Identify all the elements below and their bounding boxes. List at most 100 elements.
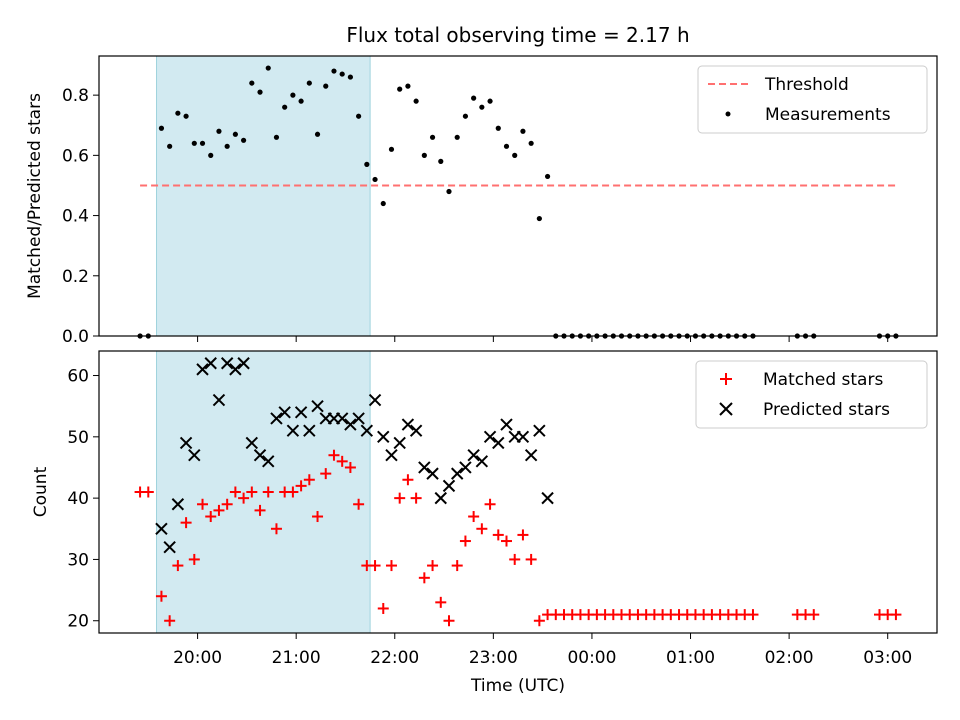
predicted-point <box>262 455 275 468</box>
measurement-point <box>479 104 485 110</box>
measurement-point <box>364 161 370 167</box>
matched-point <box>303 474 315 486</box>
x-tick-label: 20:00 <box>173 648 222 668</box>
matched-point <box>295 480 307 492</box>
x-tick: 21:00 <box>272 633 321 668</box>
measurements-legend-label: Measurements <box>765 105 891 125</box>
matched-point <box>500 535 512 547</box>
predicted-point <box>212 393 226 407</box>
predicted-point <box>368 393 382 407</box>
measurement-point <box>421 152 427 158</box>
matched-point <box>213 504 225 516</box>
matched-point <box>808 609 820 621</box>
y-tick-label: 20 <box>67 612 89 632</box>
measurement-point <box>290 92 296 98</box>
predicted-point <box>541 491 554 505</box>
measurement-point <box>323 83 329 89</box>
bottom-y-ticks: 20 30 40 50 60 <box>67 367 99 632</box>
x-tick-label: 22:00 <box>370 648 419 668</box>
top-legend: Threshold Measurements <box>697 65 928 134</box>
measurement-point <box>495 125 501 131</box>
y-tick-label: 30 <box>67 550 89 570</box>
predicted-point <box>450 467 464 480</box>
measurement-point <box>306 80 312 86</box>
matched-stars-points <box>134 449 902 627</box>
predicted-point <box>533 424 546 437</box>
y-tick: 20 <box>67 612 99 632</box>
measurement-point <box>380 200 386 207</box>
measurement-point <box>331 68 337 74</box>
measurement-point <box>224 143 230 149</box>
matched-point <box>394 492 406 504</box>
y-tick-label: 0.6 <box>62 146 89 166</box>
top-legend-box <box>697 65 928 134</box>
matched-point <box>246 486 258 498</box>
measurement-point <box>512 152 518 158</box>
y-tick: 30 <box>67 550 99 570</box>
matched-legend-label: Matched stars <box>763 370 883 390</box>
matched-point <box>205 511 217 523</box>
matched-point <box>385 560 397 572</box>
predicted-point <box>229 363 242 376</box>
measurement-point <box>536 215 542 222</box>
measurement-point <box>388 146 395 152</box>
matched-point <box>443 615 455 627</box>
x-tick-label: 02:00 <box>765 648 814 668</box>
matched-point <box>229 486 241 498</box>
matched-point <box>353 498 365 510</box>
y-tick: 0.2 <box>62 267 99 287</box>
predicted-legend-swatch <box>719 402 733 416</box>
x-tick: 23:00 <box>469 633 518 668</box>
measurement-point <box>503 143 510 149</box>
predicted-point <box>311 399 324 413</box>
x-tick: 01:00 <box>666 633 715 668</box>
predicted-legend-label: Predicted stars <box>763 400 890 420</box>
measurement-point <box>397 86 403 92</box>
y-tick: 0.8 <box>62 86 99 106</box>
bottom-y-axis-label: Count <box>31 466 51 517</box>
predicted-point <box>303 424 316 437</box>
matched-point <box>492 529 504 541</box>
matched-point <box>890 609 902 621</box>
predicted-point <box>294 406 308 419</box>
matched-point <box>142 486 154 498</box>
highlight-interval <box>156 55 371 337</box>
predicted-point <box>516 430 530 444</box>
y-tick-label: 50 <box>67 428 89 448</box>
matched-point <box>468 511 480 523</box>
matched-point <box>155 590 167 602</box>
bottom-panel: 20 30 40 50 60 20:00 21:00 22:00 23:00 00:00 01:0… <box>31 350 938 696</box>
measurement-point <box>544 173 551 180</box>
predicted-point <box>442 479 456 493</box>
predicted-point <box>524 449 538 462</box>
predicted-point <box>409 424 423 437</box>
measurement-point <box>487 98 493 104</box>
matched-point <box>320 468 332 480</box>
x-tick: 02:00 <box>765 633 814 668</box>
bottom-plot-frame <box>98 350 938 634</box>
matched-point <box>476 523 488 535</box>
measurement-point <box>462 113 469 119</box>
y-tick-label: 40 <box>67 489 89 509</box>
matched-point <box>262 486 274 498</box>
x-tick-label: 00:00 <box>567 648 616 668</box>
y-tick: 0.6 <box>62 146 99 166</box>
matched-point <box>410 492 422 504</box>
predicted-point <box>459 461 472 474</box>
matched-point <box>418 572 430 584</box>
y-tick: 0.0 <box>62 327 99 347</box>
predicted-point <box>204 357 217 370</box>
measurement-point <box>347 74 353 80</box>
predicted-point <box>344 418 357 431</box>
y-tick: 40 <box>67 489 99 509</box>
matched-point <box>435 596 447 608</box>
x-tick: 20:00 <box>173 633 222 668</box>
matched-point <box>197 498 209 510</box>
x-tick-label: 21:00 <box>272 648 321 668</box>
top-plot-frame <box>98 55 938 337</box>
matched-point <box>270 523 282 535</box>
matched-point <box>451 560 463 572</box>
y-tick-label: 0.4 <box>62 207 89 227</box>
y-tick-label: 60 <box>67 367 89 387</box>
